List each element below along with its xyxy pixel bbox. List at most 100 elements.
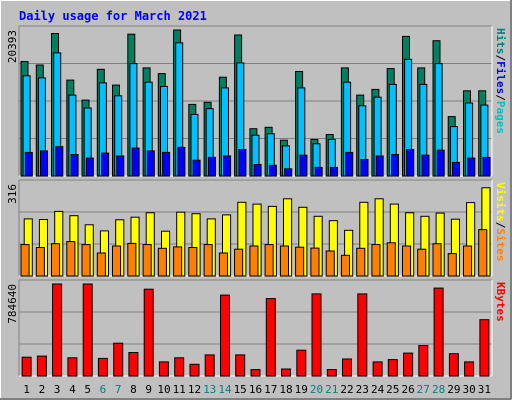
bar-kbytes-day-2 (36, 355, 47, 377)
bar-pages-day-15 (238, 149, 247, 177)
bar-pages-day-23 (360, 159, 369, 177)
bar-sites-day-23 (356, 247, 366, 277)
bars-hits (20, 29, 491, 177)
bar-kbytes-day-9 (143, 288, 154, 377)
bar-sites-day-26 (402, 245, 412, 277)
bar-kbytes-day-31 (479, 319, 490, 377)
bar-sites-day-30 (463, 245, 473, 277)
bar-kbytes-day-13 (204, 354, 215, 377)
day-label-8: 8 (130, 383, 137, 396)
bar-pages-day-25 (391, 154, 399, 177)
bar-sites-day-28 (432, 243, 442, 277)
side-legend-files: Files (494, 61, 507, 94)
bar-kbytes-day-25 (387, 359, 398, 377)
bar-kbytes-day-1 (21, 356, 32, 377)
bar-kbytes-day-30 (464, 361, 475, 377)
bar-pages-day-17 (268, 164, 277, 177)
bar-sites-day-4 (66, 241, 76, 277)
day-label-7: 7 (115, 383, 122, 396)
side-legend-hits: Hits (494, 28, 507, 55)
day-label-14: 14 (218, 383, 232, 396)
bar-kbytes-day-6 (97, 357, 108, 377)
bars-kbytes (21, 283, 490, 377)
bar-pages-day-18 (284, 168, 293, 177)
bar-pages-day-4 (70, 154, 79, 177)
bar-sites-day-7 (112, 245, 122, 277)
bar-pages-day-1 (24, 151, 33, 177)
day-label-22: 22 (340, 383, 353, 396)
bar-kbytes-day-27 (418, 345, 429, 377)
day-label-12: 12 (188, 383, 201, 396)
bar-sites-day-13 (203, 244, 213, 277)
bar-sites-day-12 (188, 247, 198, 277)
bar-sites-day-2 (35, 247, 45, 277)
side-legend-sites: Sites (494, 228, 507, 261)
bar-kbytes-day-18 (281, 368, 291, 377)
bar-sites-day-31 (478, 229, 488, 277)
day-label-21: 21 (325, 383, 338, 396)
bar-sites-day-22 (340, 254, 350, 277)
day-label-20: 20 (310, 383, 323, 396)
bar-pages-day-22 (345, 151, 354, 177)
bar-pages-day-8 (131, 147, 140, 177)
bar-kbytes-day-20 (311, 293, 322, 377)
bar-pages-day-5 (85, 157, 94, 177)
day-label-1: 1 (23, 383, 30, 396)
y-max-label: 784640 (6, 284, 19, 324)
bar-kbytes-day-29 (448, 353, 459, 377)
day-label-30: 30 (462, 383, 475, 396)
day-label-9: 9 (145, 383, 152, 396)
bar-kbytes-day-19 (296, 349, 307, 377)
bar-kbytes-day-15 (235, 354, 246, 377)
day-label-19: 19 (295, 383, 308, 396)
day-label-4: 4 (69, 383, 76, 396)
bar-pages-day-13 (207, 156, 216, 177)
bar-sites-day-16 (249, 245, 259, 277)
day-label-31: 31 (478, 383, 491, 396)
day-label-26: 26 (401, 383, 414, 396)
day-label-17: 17 (264, 383, 277, 396)
day-label-18: 18 (279, 383, 292, 396)
bar-pages-day-30 (467, 157, 476, 177)
bar-pages-day-10 (162, 151, 171, 177)
day-label-2: 2 (39, 383, 46, 396)
bar-pages-day-11 (177, 146, 186, 177)
day-label-29: 29 (447, 383, 460, 396)
bar-sites-day-19 (295, 246, 305, 277)
day-label-3: 3 (54, 383, 61, 396)
day-label-15: 15 (234, 383, 247, 396)
side-legend-separator: / (494, 222, 507, 229)
bar-sites-day-20 (310, 247, 320, 277)
bar-kbytes-day-14 (220, 294, 230, 377)
bar-kbytes-day-7 (113, 342, 124, 377)
bar-sites-day-25 (386, 242, 396, 277)
bar-sites-day-24 (371, 244, 381, 277)
side-legend-pages: Pages (494, 101, 507, 134)
bar-kbytes-day-16 (250, 369, 261, 377)
bar-pages-day-9 (146, 150, 155, 177)
side-legend-separator: / (494, 55, 507, 62)
bar-pages-day-7 (116, 155, 125, 177)
bar-sites-day-6 (96, 252, 106, 277)
side-legend-visits: Visits (494, 182, 507, 222)
bar-pages-day-12 (192, 159, 201, 177)
bar-sites-day-29 (447, 253, 457, 277)
day-label-5: 5 (84, 383, 91, 396)
bar-pages-day-28 (436, 149, 445, 177)
bar-pages-day-3 (55, 146, 64, 177)
bar-pages-day-31 (482, 156, 491, 177)
bar-sites-day-14 (218, 252, 228, 277)
day-label-13: 13 (203, 383, 216, 396)
bar-sites-day-10 (157, 247, 167, 277)
panel-kbytes: 784640 KBytes (6, 279, 507, 377)
bar-sites-day-21 (325, 250, 335, 277)
day-label-11: 11 (173, 383, 186, 396)
bar-kbytes-day-8 (128, 352, 139, 377)
day-label-23: 23 (356, 383, 369, 396)
panel-hits: 20393 Hits/Files/Pages (6, 25, 507, 177)
bar-sites-day-18 (279, 245, 289, 277)
side-legend: Hits/Files/Pages (494, 28, 507, 134)
bar-sites-day-27 (417, 248, 427, 277)
day-label-27: 27 (417, 383, 430, 396)
bar-kbytes-day-17 (265, 298, 276, 377)
